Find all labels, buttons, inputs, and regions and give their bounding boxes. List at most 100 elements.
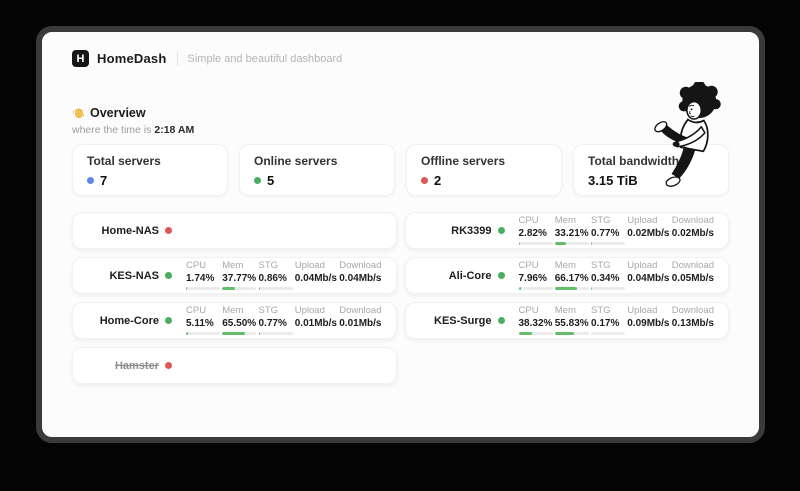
mem-value: 55.83% [554,318,589,330]
mem-bar [554,286,589,290]
time-prefix: where the time is [72,124,152,136]
server-row[interactable]: Hamster [72,347,397,384]
server-stats: CPU 1.74% Mem 37.77% STG 0.86% Upload 0.… [186,260,384,290]
stat-card-value: 3.15 TiB [588,173,638,188]
cpu-value: 5.11% [186,318,214,330]
server-name: Hamster [114,359,159,372]
mem-bar-fill [554,331,574,335]
mem-value: 33.21% [554,228,589,240]
app-header: H HomeDash Simple and beautiful dashboar… [72,50,342,67]
server-name: Ali-Core [448,269,492,282]
header-divider [176,51,178,66]
cpu-bar-fill [518,286,522,290]
download-label: Download [671,260,714,272]
stg-value: 0.86% [258,273,287,285]
cpu-value: 7.96% [518,273,547,285]
current-time: 2:18 AM [154,124,195,136]
stg-stat: STG 0.34% [591,260,625,290]
stg-bar [258,331,293,335]
server-row[interactable]: Home-NAS [72,212,397,249]
cpu-value: 1.74% [186,273,215,285]
cpu-bar [518,331,553,335]
mem-value: 37.77% [222,273,257,285]
download-value: 0.05Mb/s [671,273,714,285]
stat-card-value: 2 [434,173,442,188]
server-stats: CPU 38.32% Mem 55.83% STG 0.17% Upload 0… [518,305,717,335]
stat-card-total-servers: Total servers 7 [72,144,228,196]
upload-stat: Upload 0.01Mb/s [295,305,337,334]
download-stat: Download 0.01Mb/s [339,305,382,334]
mem-stat: Mem 33.21% [554,215,589,245]
download-label: Download [671,305,714,317]
stg-value: 0.34% [591,273,620,285]
download-value: 0.04Mb/s [339,273,382,285]
mem-stat: Mem 66.17% [554,260,589,290]
download-value: 0.01Mb/s [339,318,382,330]
upload-value: 0.09Mb/s [627,318,670,330]
cpu-bar-fill [518,241,520,245]
mem-bar [222,286,257,290]
cpu-bar [186,331,220,335]
status-dot [497,317,505,324]
overview-title: Overview [90,106,146,120]
mem-value: 66.17% [554,273,589,285]
stg-bar [591,286,625,290]
mem-bar [222,331,257,335]
download-value: 0.02Mb/s [671,228,714,240]
server-list: Home-NAS KES-NAS CPU 1.74% Mem 37.77% ST… [72,212,729,384]
download-stat: Download 0.04Mb/s [339,260,382,289]
cpu-label: CPU [518,215,539,227]
total-servers-dot [87,177,94,184]
stg-label: STG [591,260,611,272]
mem-stat: Mem 55.83% [554,305,589,335]
cpu-stat: CPU 2.82% [518,215,553,245]
stg-value: 0.77% [591,228,620,240]
mem-bar [554,331,589,335]
server-stats: CPU 2.82% Mem 33.21% STG 0.77% Upload 0.… [518,215,717,245]
stat-card-label: Online servers [254,154,338,168]
mem-bar [554,241,589,245]
cpu-bar [186,286,220,290]
upload-label: Upload [627,305,658,317]
cpu-stat: CPU 38.32% [518,305,553,335]
stg-label: STG [258,305,279,317]
stat-cards-row: Total servers 7 Online servers 5 Offline… [72,144,729,196]
overview-subtitle: where the time is 2:18 AM [72,124,194,136]
cpu-value: 38.32% [518,318,553,330]
stg-stat: STG 0.77% [591,215,625,245]
server-column-left: Home-NAS KES-NAS CPU 1.74% Mem 37.77% ST… [72,212,397,384]
mem-bar-fill [554,241,567,245]
stat-card-label: Total bandwidth [588,154,680,168]
stat-card-value: 7 [100,173,108,188]
download-label: Download [339,260,382,272]
stg-bar [591,241,625,245]
stat-card-total-bandwidth: Total bandwidth 3.15 TiB [573,144,729,196]
server-name: KES-Surge [434,314,492,327]
cpu-stat: CPU 1.74% [186,260,220,290]
server-row[interactable]: KES-Surge CPU 38.32% Mem 55.83% STG 0.17… [404,302,729,339]
cpu-bar [518,241,553,245]
mem-value: 65.50% [222,318,257,330]
cpu-stat: CPU 7.96% [518,260,553,290]
cpu-bar-fill [186,331,188,335]
server-name: RK3399 [451,224,492,237]
server-row[interactable]: Home-Core CPU 5.11% Mem 65.50% STG 0.77%… [72,302,397,339]
server-name: KES-NAS [109,269,159,282]
cpu-label: CPU [186,260,207,272]
mem-label: Mem [554,305,576,317]
mem-label: Mem [222,260,244,272]
download-value: 0.13Mb/s [671,318,714,330]
mem-stat: Mem 65.50% [222,305,257,335]
stg-value: 0.77% [258,318,287,330]
server-name: Home-Core [99,314,159,327]
stg-bar [258,286,293,290]
stat-card-online-servers: Online servers 5 [239,144,395,196]
stg-stat: STG 0.86% [258,260,293,290]
online-servers-dot [254,177,261,184]
mem-label: Mem [554,260,576,272]
server-row[interactable]: Ali-Core CPU 7.96% Mem 66.17% STG 0.34% … [404,257,729,294]
server-row[interactable]: KES-NAS CPU 1.74% Mem 37.77% STG 0.86% U… [72,257,397,294]
cpu-bar-fill [186,286,187,290]
server-row[interactable]: RK3399 CPU 2.82% Mem 33.21% STG 0.77% Up… [404,212,729,249]
waving-hand-icon [73,107,84,118]
